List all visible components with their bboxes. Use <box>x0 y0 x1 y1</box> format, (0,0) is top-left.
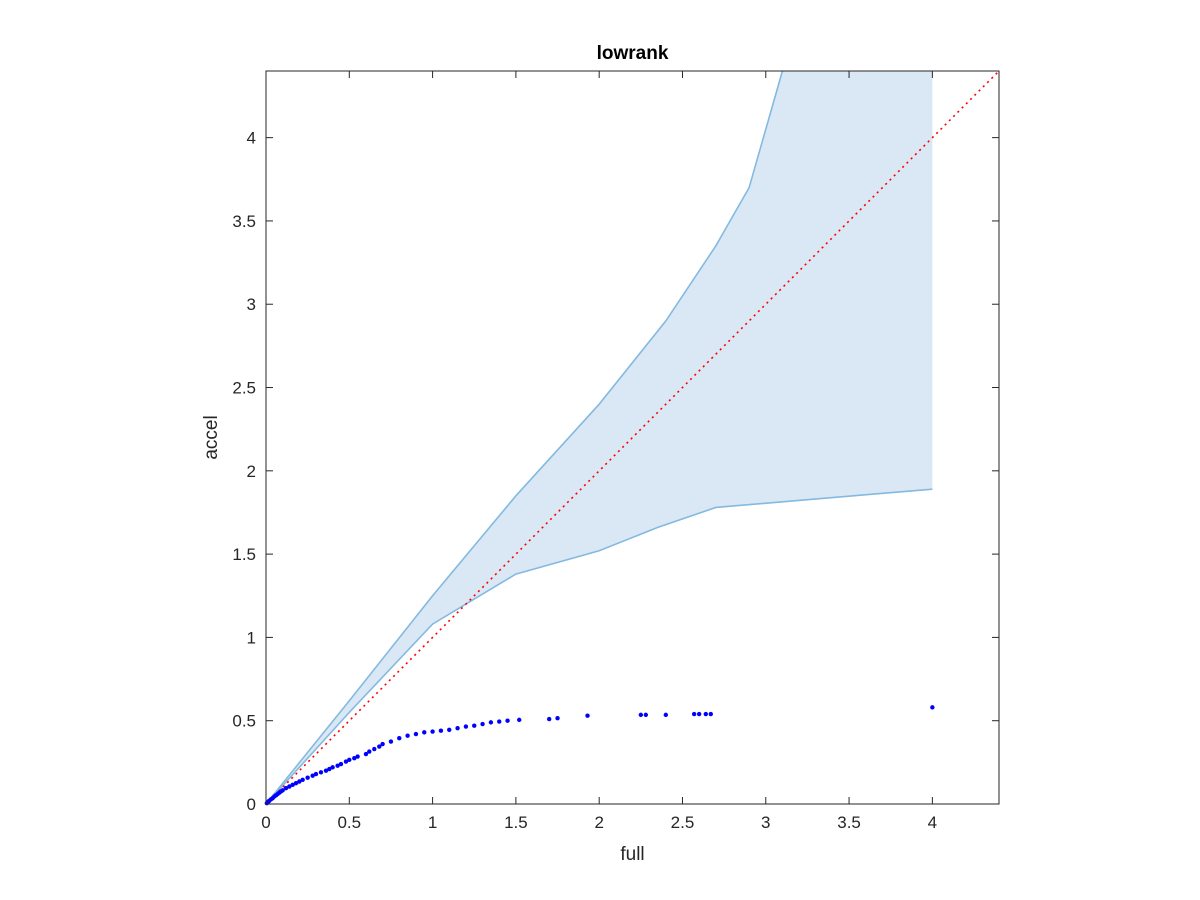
data-point <box>663 712 669 718</box>
data-point <box>355 754 360 759</box>
y-tick-label: 4 <box>247 129 256 148</box>
x-tick-label: 3 <box>761 813 770 832</box>
data-point <box>327 766 332 772</box>
data-point <box>330 765 335 770</box>
plot-frame <box>265 70 1000 805</box>
data-point <box>380 741 385 747</box>
data-point <box>297 779 302 784</box>
data-point <box>310 773 315 778</box>
scatter-points <box>264 705 935 806</box>
data-point <box>691 711 697 717</box>
x-axis-label: full <box>620 844 644 865</box>
band-lower-edge <box>265 488 933 805</box>
data-point <box>363 751 369 757</box>
data-point <box>280 788 285 793</box>
data-point <box>318 770 324 775</box>
x-tick-label: 1.5 <box>504 813 528 832</box>
data-point <box>488 720 494 725</box>
x-tick-label: 4 <box>928 813 937 832</box>
y-tick-label: 3 <box>247 295 256 314</box>
y-tick-label: 0 <box>247 795 256 814</box>
y-tick-label: 1 <box>247 628 256 647</box>
data-point <box>505 718 510 723</box>
confidence-band <box>265 70 933 805</box>
data-point <box>300 777 305 783</box>
data-point <box>708 711 713 717</box>
data-point <box>388 739 394 744</box>
data-point <box>290 782 295 788</box>
data-point <box>367 749 372 754</box>
data-point <box>372 746 377 752</box>
data-point <box>430 729 435 734</box>
data-point <box>447 727 452 733</box>
y-tick-label: 3.5 <box>232 212 256 231</box>
data-point <box>283 785 289 791</box>
y-tick-label: 1.5 <box>232 545 256 564</box>
data-point <box>397 735 402 741</box>
x-tick-label: 0 <box>261 813 270 832</box>
y-tick-label: 2.5 <box>232 379 256 398</box>
x-tick-label: 2 <box>594 813 603 832</box>
x-tick-label: 1 <box>428 813 437 832</box>
data-point <box>696 711 702 717</box>
data-point <box>585 713 590 718</box>
data-point <box>555 716 560 721</box>
data-point <box>547 716 552 722</box>
data-point <box>463 724 469 729</box>
data-point <box>480 721 485 727</box>
x-tick-label: 3.5 <box>837 813 861 832</box>
data-point <box>338 761 344 767</box>
data-point <box>287 784 292 789</box>
axis-ticks: 0 0.5 1 1.5 2 2.5 3 3.5 4 0 0.5 1 1.5 2 2.5 3 3.5 4 <box>232 71 999 832</box>
data-point <box>305 775 310 780</box>
data-point <box>638 712 644 718</box>
data-point <box>472 723 477 728</box>
data-point <box>517 717 522 723</box>
y-axis-label: accel <box>201 415 222 459</box>
y-tick-label: 0.5 <box>232 712 256 731</box>
data-point <box>422 730 427 735</box>
data-point <box>497 719 502 724</box>
chart-title: lowrank <box>597 43 669 64</box>
data-point <box>293 780 299 786</box>
data-point <box>438 728 444 733</box>
data-point <box>347 757 352 763</box>
data-point <box>335 763 340 768</box>
band-upper-edge <box>265 70 784 805</box>
data-point <box>405 733 410 738</box>
data-point <box>343 759 349 764</box>
data-point <box>377 744 382 749</box>
data-point <box>413 731 419 737</box>
band-fill <box>266 71 933 804</box>
data-point <box>930 705 935 710</box>
data-point <box>323 768 329 773</box>
data-point <box>703 711 708 717</box>
data-point <box>455 726 460 731</box>
data-point <box>643 712 649 718</box>
data-point <box>352 755 357 761</box>
data-point <box>313 771 319 777</box>
x-tick-label: 2.5 <box>671 813 695 832</box>
y-tick-label: 2 <box>247 462 256 481</box>
x-tick-label: 0.5 <box>337 813 361 832</box>
